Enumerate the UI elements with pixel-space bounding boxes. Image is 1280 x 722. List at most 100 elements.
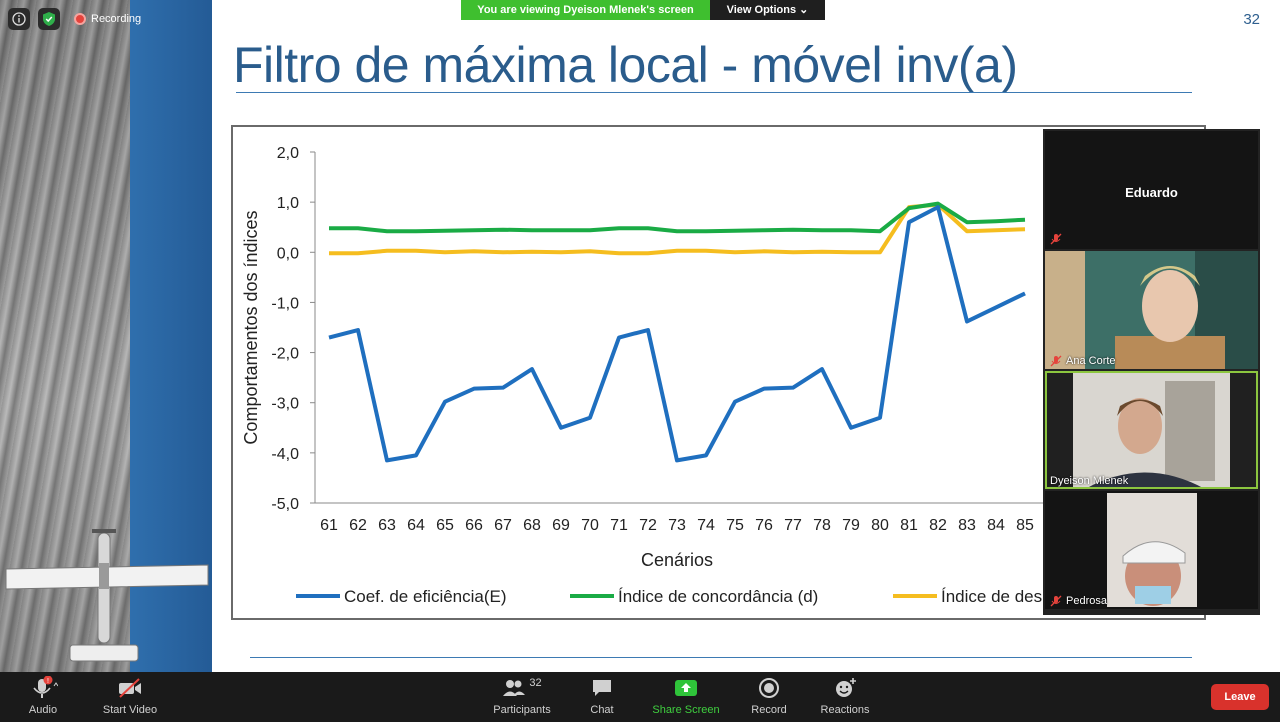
participant-video (1045, 491, 1258, 609)
muted-mic-icon (1050, 233, 1062, 245)
participant-tile-pedrosa[interactable]: Pedrosa (1045, 491, 1258, 609)
shield-icon (43, 12, 55, 26)
y-tick-label: -2,0 (271, 346, 299, 363)
leave-button[interactable]: Leave (1211, 684, 1269, 710)
share-screen-icon (675, 680, 697, 696)
svg-text:!: ! (47, 678, 49, 685)
title-underline (236, 92, 1192, 93)
x-tick-label: 80 (871, 517, 889, 534)
x-tick-label: 75 (726, 517, 744, 534)
x-tick-label: 68 (523, 517, 541, 534)
participant-big-name: Eduardo (1125, 185, 1178, 200)
x-tick-label: 84 (987, 517, 1005, 534)
record-label: Record (751, 704, 787, 716)
x-tick-label: 70 (581, 517, 599, 534)
series-line (329, 201, 1026, 234)
participants-label: Participants (493, 704, 551, 716)
legend-label: Índice de des (941, 587, 1042, 606)
participant-video (1045, 251, 1258, 369)
info-icon (12, 12, 26, 26)
x-tick-label: 85 (1016, 517, 1034, 534)
y-axis-title: Comportamentos dos índices (241, 210, 261, 444)
participant-tile-eduardo[interactable]: Eduardo (1045, 131, 1258, 249)
y-tick-label: 1,0 (277, 195, 299, 212)
participant-name-wrap: Ana Corte (1050, 355, 1116, 367)
chat-label: Chat (590, 704, 614, 716)
view-options-button[interactable]: View Options ⌄ (710, 0, 825, 20)
audio-label: Audio (28, 704, 58, 716)
slide-side-band (130, 0, 212, 672)
x-tick-label: 72 (639, 517, 657, 534)
chart-canvas: 2,0 1,0 0,0 -1,0 -2,0 -3,0 -4,0 -5,0 61 62 63 64 65 6… (241, 145, 1204, 606)
chevron-down-icon: ⌄ (799, 4, 809, 16)
reactions-button[interactable]: Reactions (814, 672, 876, 722)
chat-icon (593, 680, 611, 696)
y-tick-label: -1,0 (271, 295, 299, 312)
record-button[interactable]: Record (744, 672, 794, 722)
x-tick-label: 83 (958, 517, 976, 534)
start-video-button[interactable]: Start Video (96, 672, 164, 722)
participant-tile-ana-corte[interactable]: Ana Corte (1045, 251, 1258, 369)
x-axis-title: Cenários (641, 550, 713, 570)
meeting-indicators: Recording (8, 8, 141, 30)
x-tick-label: 71 (610, 517, 628, 534)
participant-name: Pedrosa (1066, 595, 1107, 607)
x-tick-label: 64 (407, 517, 425, 534)
start-video-label: Start Video (102, 704, 158, 716)
screen-share-banner: You are viewing Dyeison Mlenek's screen … (461, 0, 825, 20)
muted-label-wrap (1050, 233, 1062, 245)
y-tick-label: 2,0 (277, 145, 299, 162)
y-tick-label: -5,0 (271, 496, 299, 513)
x-tick-label: 62 (349, 517, 367, 534)
recording-indicator[interactable]: Recording (74, 13, 141, 25)
x-tick-label: 82 (929, 517, 947, 534)
legend-label: Índice de concordância (d) (618, 587, 818, 606)
x-tick-label: 61 (320, 517, 338, 534)
reactions-icon (836, 678, 856, 697)
meeting-toolbar: ! Audio Start Video 3 (0, 672, 1280, 722)
y-tick-label: 0,0 (277, 245, 299, 262)
x-tick-label: 79 (842, 517, 860, 534)
participant-tile-dyeison-mlenek[interactable]: Dyeison Mlenek (1045, 371, 1258, 489)
y-tick-label: -3,0 (271, 396, 299, 413)
muted-mic-icon (1050, 595, 1062, 607)
participant-video (1045, 371, 1258, 489)
encryption-button[interactable] (38, 8, 60, 30)
x-tick-label: 76 (755, 517, 773, 534)
x-tick-label: 81 (900, 517, 918, 534)
x-tick-label: 78 (813, 517, 831, 534)
muted-mic-icon (1050, 355, 1062, 367)
airplane-image (5, 529, 209, 662)
recording-label: Recording (91, 13, 142, 25)
slide-title: Filtro de máxima local - móvel inv(a) (233, 37, 1018, 93)
x-tick-label: 63 (378, 517, 396, 534)
y-tick-label: -4,0 (271, 446, 299, 463)
record-icon (759, 678, 779, 698)
x-tick-label: 66 (465, 517, 483, 534)
x-tick-label: 74 (697, 517, 715, 534)
participant-name-wrap: Pedrosa (1050, 595, 1107, 607)
share-screen-button[interactable]: Share Screen (648, 672, 724, 722)
meeting-info-button[interactable] (8, 8, 30, 30)
participant-name: Ana Corte (1066, 355, 1116, 367)
participants-count: 32 (529, 677, 542, 689)
x-tick-label: 69 (552, 517, 570, 534)
participants-icon (503, 680, 526, 696)
x-tick-label: 73 (668, 517, 686, 534)
x-tick-label: 67 (494, 517, 512, 534)
reactions-label: Reactions (820, 704, 870, 716)
x-tick-label: 65 (436, 517, 454, 534)
participants-button[interactable]: 32 Participants (488, 672, 556, 722)
video-off-icon (119, 678, 141, 698)
legend-label: Coef. de eficiência(E) (344, 587, 507, 606)
share-screen-label: Share Screen (652, 704, 720, 716)
video-gallery: Eduardo Ana Corte (1043, 129, 1260, 615)
x-tick-label: 77 (784, 517, 802, 534)
slide-footer-rule (250, 657, 1192, 658)
audio-button[interactable]: ! Audio (14, 672, 72, 722)
view-options-label: View Options (726, 4, 797, 16)
participant-name: Dyeison Mlenek (1050, 475, 1129, 487)
chat-button[interactable]: Chat (580, 672, 624, 722)
slide-number: 32 (1243, 11, 1260, 28)
